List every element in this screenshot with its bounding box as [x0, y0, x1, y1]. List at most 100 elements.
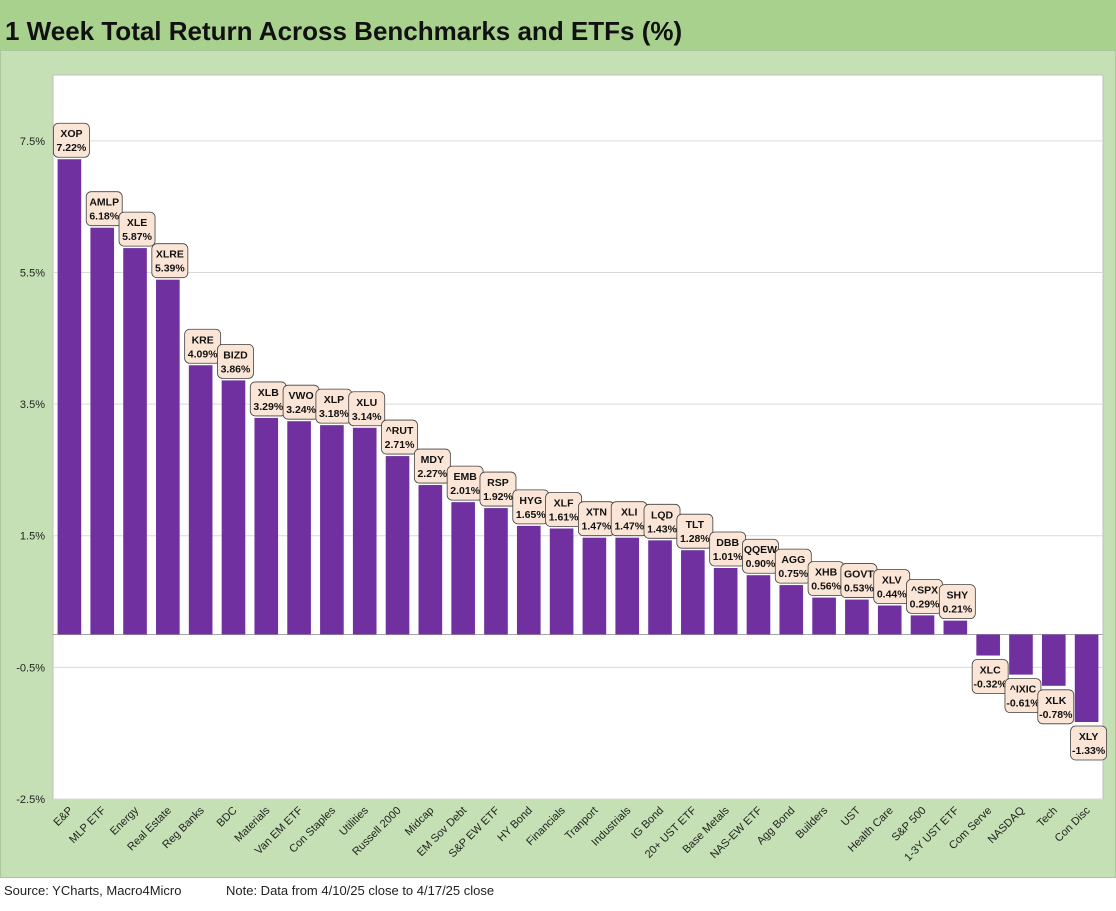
- source-note: Source: YCharts, Macro4Micro: [4, 883, 182, 898]
- bar: [123, 248, 147, 635]
- data-note: Note: Data from 4/10/25 close to 4/17/25…: [226, 883, 495, 898]
- value-label: 5.39%: [155, 263, 185, 275]
- y-tick-label: -0.5%: [16, 662, 45, 674]
- x-category-label: BDC: [215, 805, 240, 830]
- ticker-label: ^RUT: [386, 425, 414, 437]
- bar: [418, 485, 443, 635]
- value-label: 3.86%: [221, 363, 251, 375]
- ticker-label: AGG: [781, 554, 805, 566]
- ticker-label: LQD: [651, 509, 674, 521]
- value-label: 1.61%: [549, 511, 579, 523]
- ticker-label: XTN: [586, 507, 607, 519]
- value-label: 7.22%: [57, 142, 87, 154]
- value-label: 1.65%: [516, 509, 546, 521]
- bar: [877, 605, 902, 635]
- chart-title: 1 Week Total Return Across Benchmarks an…: [5, 16, 683, 46]
- bar: [713, 567, 738, 635]
- data-label-box: [53, 122, 90, 158]
- ticker-label: XLV: [882, 574, 902, 586]
- value-label: 3.24%: [286, 404, 316, 416]
- ticker-label: XLE: [127, 217, 147, 229]
- y-tick-label: 1.5%: [20, 531, 45, 543]
- value-label: -1.33%: [1072, 745, 1106, 757]
- ticker-label: VWO: [289, 390, 314, 402]
- value-label: 0.75%: [778, 568, 808, 580]
- data-label-box: [151, 243, 189, 279]
- bar: [812, 597, 836, 635]
- data-label-box: [938, 584, 976, 620]
- bar: [976, 634, 1000, 656]
- bar: [1041, 634, 1066, 686]
- x-category-label: MLP ETF: [67, 804, 108, 845]
- x-category-label: Builders: [794, 804, 831, 841]
- y-tick-label: 3.5%: [20, 399, 45, 411]
- x-category-label: E&P: [51, 805, 75, 829]
- ticker-label: MDY: [421, 454, 444, 466]
- y-tick-label: 7.5%: [20, 136, 45, 148]
- ticker-label: ^IXIC: [1010, 684, 1037, 696]
- value-label: 0.53%: [844, 583, 874, 595]
- bar: [746, 575, 771, 635]
- ticker-label: XLF: [554, 497, 574, 509]
- bar: [90, 227, 115, 635]
- data-label-box: [479, 471, 517, 507]
- bar: [615, 537, 640, 635]
- value-label: 1.01%: [713, 551, 743, 563]
- ticker-label: DBB: [716, 537, 739, 549]
- bar: [287, 421, 311, 635]
- value-label: 3.29%: [253, 401, 283, 413]
- x-category-label: NASDAQ: [986, 804, 1028, 846]
- ticker-label: XLRE: [156, 249, 184, 261]
- ticker-label: RSP: [487, 477, 509, 489]
- bar: [779, 585, 804, 635]
- ticker-label: QQEW: [744, 544, 777, 556]
- value-label: 0.29%: [910, 598, 940, 610]
- data-label-box: [348, 391, 386, 427]
- bar: [320, 425, 344, 635]
- bar: [352, 427, 377, 635]
- bar: [910, 615, 935, 635]
- bar: [385, 456, 410, 635]
- ticker-label: XLY: [1079, 731, 1098, 743]
- value-label: 1.28%: [680, 533, 710, 545]
- title-bar: 1 Week Total Return Across Benchmarks an…: [0, 0, 1116, 50]
- bar: [943, 620, 968, 635]
- data-label-box: [85, 191, 123, 227]
- value-label: 2.01%: [450, 485, 480, 497]
- value-label: 0.21%: [942, 604, 972, 616]
- x-category-label: Tech: [1035, 805, 1060, 830]
- ticker-label: SHY: [947, 590, 969, 602]
- bar: [549, 528, 574, 635]
- data-label-box: [1070, 725, 1107, 761]
- data-label-box: [381, 419, 418, 455]
- data-label-box: [413, 448, 451, 484]
- bar: [451, 502, 475, 635]
- value-label: 1.92%: [483, 491, 513, 503]
- value-label: 1.47%: [614, 521, 644, 533]
- y-tick-label: 5.5%: [20, 267, 45, 279]
- ticker-label: AMLP: [89, 197, 119, 209]
- ticker-label: TLT: [686, 519, 705, 531]
- data-label-box: [217, 343, 254, 379]
- bar: [648, 540, 672, 635]
- data-label-box: [676, 513, 714, 549]
- x-category-label: UST: [839, 804, 863, 828]
- footer: Source: YCharts, Macro4Micro Note: Data …: [0, 878, 1116, 911]
- bar: [1009, 634, 1033, 675]
- bar: [582, 537, 607, 635]
- ticker-label: XLK: [1045, 695, 1066, 707]
- bar-chart: 7.5% 5.5% 3.5% 1.5% -0.5% -2.5% XOP 7.22% E&P AML…: [16, 74, 1107, 864]
- bar: [254, 417, 279, 635]
- ticker-label: XLP: [324, 394, 344, 406]
- value-label: -0.32%: [974, 679, 1008, 691]
- ticker-label: XLI: [621, 507, 637, 519]
- ticker-label: HYG: [519, 495, 542, 507]
- value-label: 2.27%: [417, 468, 447, 480]
- value-label: 4.09%: [188, 348, 218, 360]
- value-label: 0.44%: [877, 588, 907, 600]
- value-label: 1.47%: [582, 521, 612, 533]
- ticker-label: XLB: [258, 387, 279, 399]
- bar: [57, 159, 82, 635]
- ticker-label: ^SPX: [911, 584, 938, 596]
- value-label: 5.87%: [122, 231, 152, 243]
